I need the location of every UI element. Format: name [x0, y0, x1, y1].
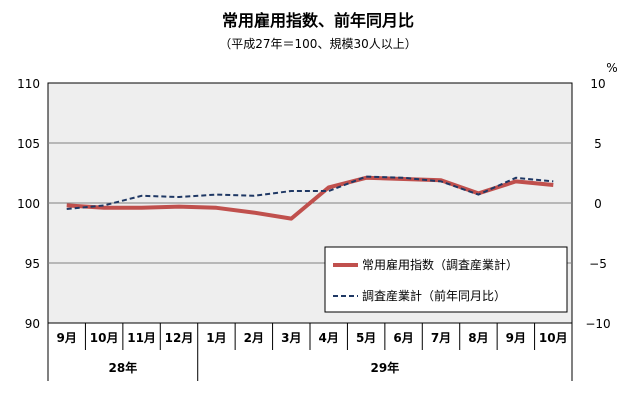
left-tick-label-4: 110: [17, 77, 40, 91]
right-tick-label-4: 10: [590, 77, 605, 91]
left-tick-label-2: 100: [17, 197, 40, 211]
category-label-0: 9月: [57, 331, 77, 345]
left-tick-label-1: 95: [25, 257, 40, 271]
category-label-1: 10月: [90, 331, 119, 345]
year-label-1: 29年: [371, 360, 400, 375]
legend-box: [324, 246, 568, 313]
legend-label-index: 常用雇用指数（調査産業計）: [362, 257, 518, 272]
left-tick-label-0: 90: [25, 317, 40, 331]
category-label-11: 8月: [468, 331, 488, 345]
chart-subtitle: （平成27年＝100、規模30人以上）: [219, 36, 416, 51]
series-line-1: [66, 175, 554, 210]
category-label-12: 9月: [506, 331, 526, 345]
category-label-3: 12月: [165, 331, 194, 345]
category-label-5: 2月: [244, 331, 264, 345]
year-label-0: 28年: [109, 360, 138, 375]
legend: 常用雇用指数（調査産業計） 調査産業計（前年同月比）: [324, 246, 568, 313]
left-axis: 90 95 100 105 110: [17, 77, 40, 331]
right-axis: −10 −5 0 5 10: [585, 77, 610, 331]
category-label-6: 3月: [281, 331, 301, 345]
series-line-0: [66, 175, 554, 221]
category-axis: 9月 10月 11月 12月 1月 2月 3月 4月 5月 6月 7月 8月 9月 10月 28年 29年: [47, 323, 573, 381]
right-tick-label-2: 0: [594, 197, 602, 211]
category-label-10: 7月: [431, 331, 451, 345]
category-label-7: 4月: [319, 331, 339, 345]
category-label-4: 1月: [206, 331, 226, 345]
left-tick-label-3: 105: [17, 137, 40, 151]
category-label-8: 5月: [356, 331, 376, 345]
legend-label-yoy: 調査産業計（前年同月比）: [362, 288, 506, 303]
category-label-13: 10月: [539, 331, 568, 345]
right-tick-label-1: −5: [589, 257, 607, 271]
category-label-2: 11月: [127, 331, 156, 345]
series-layer: [66, 175, 554, 221]
chart-title: 常用雇用指数、前年同月比: [222, 11, 414, 30]
category-label-9: 6月: [393, 331, 413, 345]
right-axis-unit: %: [606, 61, 617, 75]
right-tick-label-0: −10: [585, 317, 610, 331]
right-tick-label-3: 5: [594, 137, 602, 151]
